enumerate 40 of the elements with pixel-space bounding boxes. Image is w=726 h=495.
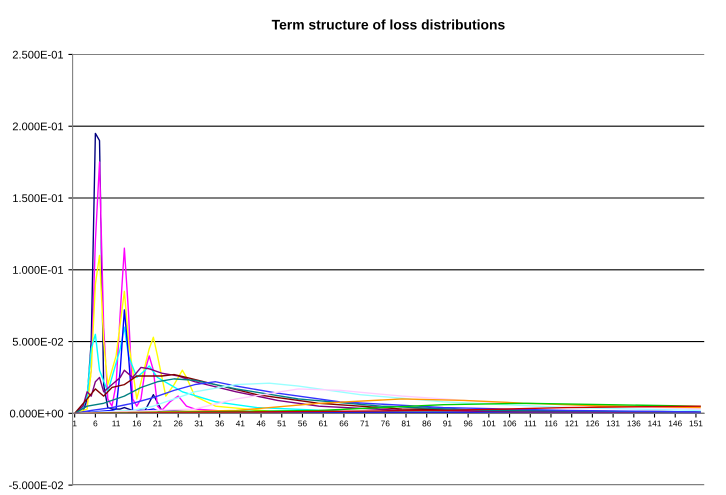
x-tick-label: 116 [544,420,558,426]
x-tick-label: 121 [565,420,578,426]
x-tick-label: 91 [443,420,452,426]
x-tick-label: 96 [464,420,472,426]
x-tick-label: 106 [503,420,516,426]
x-tick-label: 51 [277,420,286,426]
x-tick-label: 111 [524,420,536,426]
y-tick-label: 0.000E+00 [10,410,64,418]
x-tick-label: 26 [174,420,182,426]
y-tick-label: 2.000E-01 [12,122,64,130]
x-tick-label: 71 [360,420,369,426]
x-tick-label: 151 [690,420,702,426]
x-tick-label: 81 [402,420,410,426]
y-tick-label: 1.500E-01 [13,194,64,202]
x-tick-label: 66 [340,420,348,426]
y-tick-label: 5.000E-02 [12,338,64,346]
x-tick-label: 21 [153,420,162,426]
x-tick-label: 136 [627,420,640,426]
x-tick-label: 101 [482,420,496,426]
y-tick-label: 2.500E-01 [12,50,64,59]
x-tick-label: 76 [381,420,390,426]
line-series [74,405,701,414]
x-tick-label: 146 [668,420,682,426]
x-tick-label: 16 [132,420,142,426]
chart-title: Term structure of loss distributions [272,19,505,30]
x-tick-label: 31 [194,420,204,426]
y-tick-label: 1.000E-01 [13,266,64,274]
x-tick-label: 11 [112,420,120,426]
x-tick-label: 46 [256,420,266,426]
x-tick-label: 126 [586,420,599,426]
x-tick-label: 86 [422,420,431,426]
x-tick-label: 61 [318,420,328,426]
x-tick-label: 41 [236,420,245,426]
x-tick-label: 36 [215,420,224,426]
x-tick-label: 131 [606,420,620,426]
x-tick-label: 6 [93,420,98,426]
x-tick-label: 141 [648,420,662,426]
y-tick-label: -5.000E-02 [9,481,64,490]
x-tick-label: 1 [72,420,77,426]
x-tick-label: 56 [298,420,307,426]
